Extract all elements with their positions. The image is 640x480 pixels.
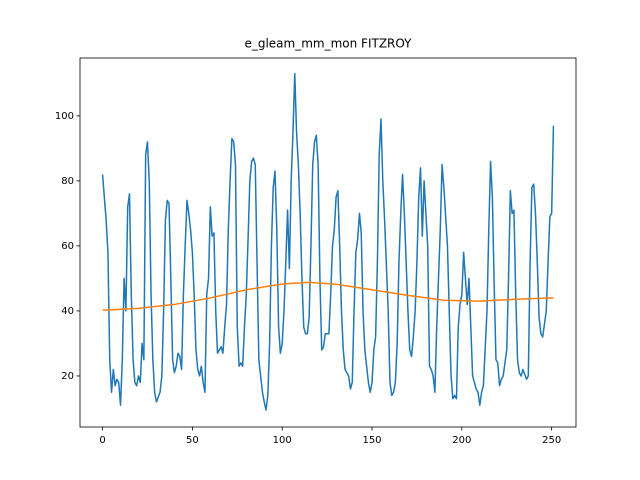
plot-frame: [79, 57, 577, 428]
x-tick-label: 100: [273, 435, 292, 446]
y-tick-label: 100: [55, 111, 74, 122]
line-series: [102, 281, 554, 312]
y-tick-label: 80: [61, 176, 74, 187]
x-tick-label: 0: [99, 435, 105, 446]
y-tick-label: 60: [61, 241, 74, 252]
x-tick-label: 250: [542, 435, 561, 446]
x-tick-label: 50: [186, 435, 199, 446]
chart-title: e_gleam_mm_mon FITZROY: [244, 37, 412, 51]
x-tick-label: 150: [362, 435, 381, 446]
y-tick-label: 40: [61, 306, 74, 317]
line-series: [101, 72, 555, 411]
y-tick-label: 20: [61, 371, 74, 382]
x-tick-label: 200: [452, 435, 471, 446]
